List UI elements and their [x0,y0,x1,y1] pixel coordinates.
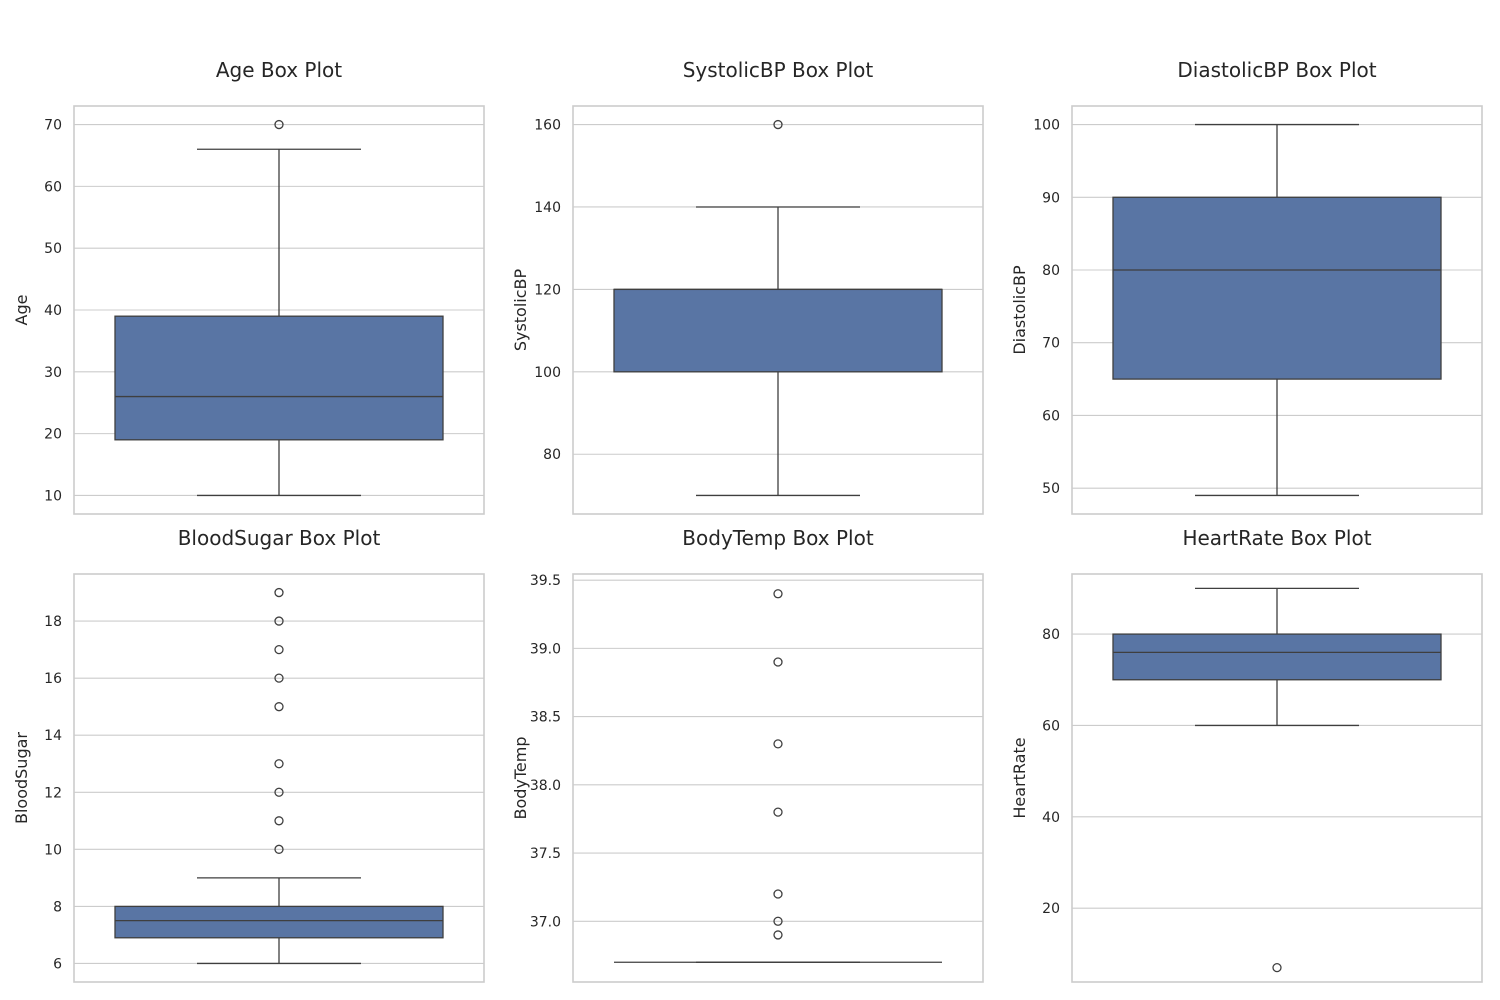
bodytemp-outlier-point [773,657,783,667]
diastolicbp-y-tick-label: 60 [1042,408,1060,424]
diastolicbp-y-tick-label: 80 [1042,263,1060,279]
bodytemp-outlier-point [773,930,783,940]
diastolicbp-chart-title: DiastolicBP Box Plot [1177,58,1376,82]
heartrate-iqr-box [1112,633,1442,681]
heartrate-chart-title: HeartRate Box Plot [1182,526,1371,550]
bloodsugar-outlier-point [274,787,284,797]
bloodsugar-outlier-point [274,616,284,626]
age-y-tick-label: 20 [44,427,62,443]
bloodsugar-outlier-point [274,702,284,712]
bloodsugar-y-axis-label: BloodSugar [12,732,31,824]
panel-bodytemp: 37.0 37.5 38.0 38.5 39.0 39.5 BodyTemp Box Plo… [511,526,984,983]
age-outlier-point [274,119,284,130]
bodytemp-outlier-point [773,916,783,926]
bodytemp-outlier-point [773,807,783,817]
systolicbp-y-tick-label: 80 [543,447,561,463]
bloodsugar-y-tick-label: 6 [53,956,62,972]
age-chart-title: Age Box Plot [216,58,342,82]
bloodsugar-outlier-point [274,759,284,769]
systolicbp-y-tick-label: 120 [534,282,561,298]
diastolicbp-y-tick-label: 50 [1042,481,1060,497]
heartrate-y-tick-label: 60 [1042,718,1060,734]
bloodsugar-y-tick-label: 10 [44,842,62,858]
systolicbp-iqr-box [613,288,943,373]
panel-diastolicbp: 50 60 70 80 90 100 DiastolicBP Box Plot Diastol… [1010,58,1483,515]
bodytemp-y-axis-label: BodyTemp [511,736,530,819]
systolicbp-y-tick-label: 140 [534,200,561,216]
panel-heartrate: 20 40 60 80 HeartRate Box Plot HeartRate [1010,526,1483,983]
bodytemp-plot-area [572,573,984,983]
diastolicbp-iqr-box [1112,196,1442,380]
bloodsugar-outlier-point [274,587,284,598]
bloodsugar-y-tick-label: 18 [44,614,62,630]
bodytemp-y-tick-label: 38.0 [530,778,561,794]
bodytemp-y-tick-label: 37.5 [530,846,561,862]
panel-systolicbp: 80 100 120 140 160 SystolicBP Box Plot Systoli… [511,58,984,515]
systolicbp-y-axis-label: SystolicBP [511,268,530,351]
bloodsugar-outlier-point [274,816,284,826]
bodytemp-outlier-point [773,739,783,749]
bloodsugar-y-tick-label: 8 [53,899,62,915]
age-y-tick-label: 70 [44,118,62,134]
systolicbp-y-tick-label: 100 [534,365,561,381]
panel-age: 10 20 30 40 50 60 70 Age Box Plot Age [12,58,485,515]
age-y-tick-label: 40 [44,303,62,319]
bloodsugar-chart-title: BloodSugar Box Plot [178,526,381,550]
age-iqr-box [114,315,444,441]
bloodsugar-outlier-point [274,644,284,655]
bloodsugar-y-tick-label: 14 [44,728,62,744]
diastolicbp-y-tick-label: 100 [1033,118,1060,134]
systolicbp-outlier-point [773,119,783,130]
bodytemp-y-tick-label: 39.0 [530,641,561,657]
heartrate-y-tick-label: 80 [1042,627,1060,643]
age-y-tick-label: 10 [44,488,62,504]
bloodsugar-y-tick-label: 16 [44,671,62,687]
bodytemp-chart-title: BodyTemp Box Plot [682,526,874,550]
bodytemp-y-tick-label: 38.5 [530,710,561,726]
bloodsugar-outlier-point [274,844,284,854]
bodytemp-outlier-point [773,889,783,899]
bloodsugar-y-tick-label: 12 [44,785,62,801]
panel-bloodsugar: 6 8 10 12 14 16 18 BloodSugar Box Plot BloodSuga… [12,526,485,983]
diastolicbp-y-tick-label: 90 [1042,190,1060,206]
age-y-tick-label: 60 [44,179,62,195]
systolicbp-y-tick-label: 160 [534,118,561,134]
diastolicbp-y-tick-label: 70 [1042,336,1060,352]
bodytemp-y-tick-label: 37.0 [530,914,561,930]
heartrate-outlier-point [1272,962,1282,973]
systolicbp-chart-title: SystolicBP Box Plot [683,58,874,82]
diastolicbp-y-axis-label: DiastolicBP [1010,265,1029,355]
age-y-tick-label: 30 [44,365,62,381]
age-y-axis-label: Age [12,295,31,326]
age-y-tick-label: 50 [44,241,62,257]
bodytemp-outlier-point [773,589,783,599]
heartrate-y-axis-label: HeartRate [1010,737,1029,818]
bloodsugar-outlier-point [274,673,284,683]
bodytemp-y-tick-label: 39.5 [530,573,561,589]
heartrate-y-tick-label: 40 [1042,810,1060,826]
heartrate-y-tick-label: 20 [1042,901,1060,917]
bloodsugar-iqr-box [114,905,444,939]
